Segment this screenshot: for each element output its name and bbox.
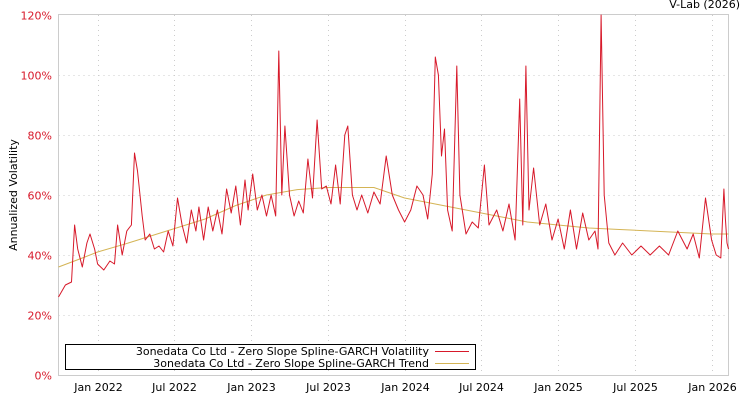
y-axis-label: Annualized Volatility	[7, 139, 20, 251]
credit-text: V-Lab (2026)	[669, 0, 740, 11]
y-tick-label: 100%	[21, 70, 52, 83]
series-lines	[58, 14, 729, 298]
y-tick-label: 20%	[28, 310, 52, 323]
x-tick-label: Jul 2024	[458, 381, 504, 394]
y-tick-label: 120%	[21, 10, 52, 23]
x-tick-label: Jan 2025	[533, 381, 582, 394]
x-tick-label: Jul 2025	[612, 381, 658, 394]
volatility-line	[58, 14, 729, 298]
legend-swatch	[435, 362, 469, 364]
y-tick-label: 40%	[28, 250, 52, 263]
legend: 3onedata Co Ltd - Zero Slope Spline-GARC…	[65, 344, 476, 370]
x-tick-label: Jan 2024	[380, 381, 429, 394]
y-tick-label: 60%	[28, 190, 52, 203]
legend-item-trend: 3onedata Co Ltd - Zero Slope Spline-GARC…	[66, 356, 475, 370]
x-tick-label: Jul 2023	[305, 381, 351, 394]
x-tick-label: Jan 2026	[687, 381, 736, 394]
y-tick-label: 80%	[28, 130, 52, 143]
legend-item-volatility: 3onedata Co Ltd - Zero Slope Spline-GARC…	[66, 344, 475, 358]
legend-swatch	[435, 350, 469, 352]
x-axis-ticks: Jan 2022 Jul 2022 Jan 2023 Jul 2023 Jan 2024…	[73, 381, 736, 394]
plot-frame	[58, 14, 729, 376]
x-tick-label: Jul 2022	[151, 381, 197, 394]
legend-label: 3onedata Co Ltd - Zero Slope Spline-GARC…	[153, 356, 429, 370]
x-tick-label: Jan 2022	[73, 381, 122, 394]
legend-label: 3onedata Co Ltd - Zero Slope Spline-GARC…	[135, 344, 429, 358]
grid	[58, 15, 729, 375]
y-tick-label: 0%	[35, 370, 52, 383]
trend-line	[58, 187, 729, 268]
x-tick-label: Jan 2023	[226, 381, 275, 394]
y-axis-ticks: 0% 20% 40% 60% 80% 100% 120%	[21, 10, 52, 383]
